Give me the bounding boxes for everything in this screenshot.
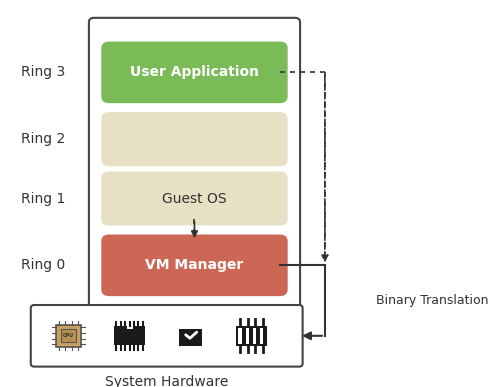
Text: Ring 3: Ring 3 — [21, 65, 65, 79]
FancyBboxPatch shape — [101, 171, 288, 226]
FancyBboxPatch shape — [236, 325, 267, 346]
FancyBboxPatch shape — [61, 329, 76, 342]
Text: Ring 2: Ring 2 — [21, 132, 65, 146]
FancyBboxPatch shape — [101, 41, 288, 103]
FancyBboxPatch shape — [239, 328, 242, 344]
FancyBboxPatch shape — [56, 325, 82, 347]
FancyBboxPatch shape — [179, 329, 202, 344]
FancyBboxPatch shape — [89, 18, 300, 312]
FancyBboxPatch shape — [260, 328, 263, 344]
FancyBboxPatch shape — [101, 235, 288, 296]
FancyBboxPatch shape — [179, 342, 202, 346]
Text: Ring 1: Ring 1 — [21, 192, 65, 205]
Text: Guest OS: Guest OS — [162, 192, 227, 205]
Text: User Application: User Application — [130, 65, 259, 79]
Text: VM Manager: VM Manager — [145, 258, 244, 272]
Text: System Hardware: System Hardware — [105, 375, 228, 387]
FancyBboxPatch shape — [126, 326, 133, 329]
FancyBboxPatch shape — [114, 326, 145, 346]
Text: CPU: CPU — [63, 333, 74, 338]
FancyBboxPatch shape — [31, 305, 303, 366]
FancyBboxPatch shape — [101, 112, 288, 166]
Text: Ring 0: Ring 0 — [21, 258, 65, 272]
Text: Binary Translation: Binary Translation — [376, 294, 489, 307]
FancyBboxPatch shape — [246, 328, 249, 344]
FancyBboxPatch shape — [253, 328, 256, 344]
